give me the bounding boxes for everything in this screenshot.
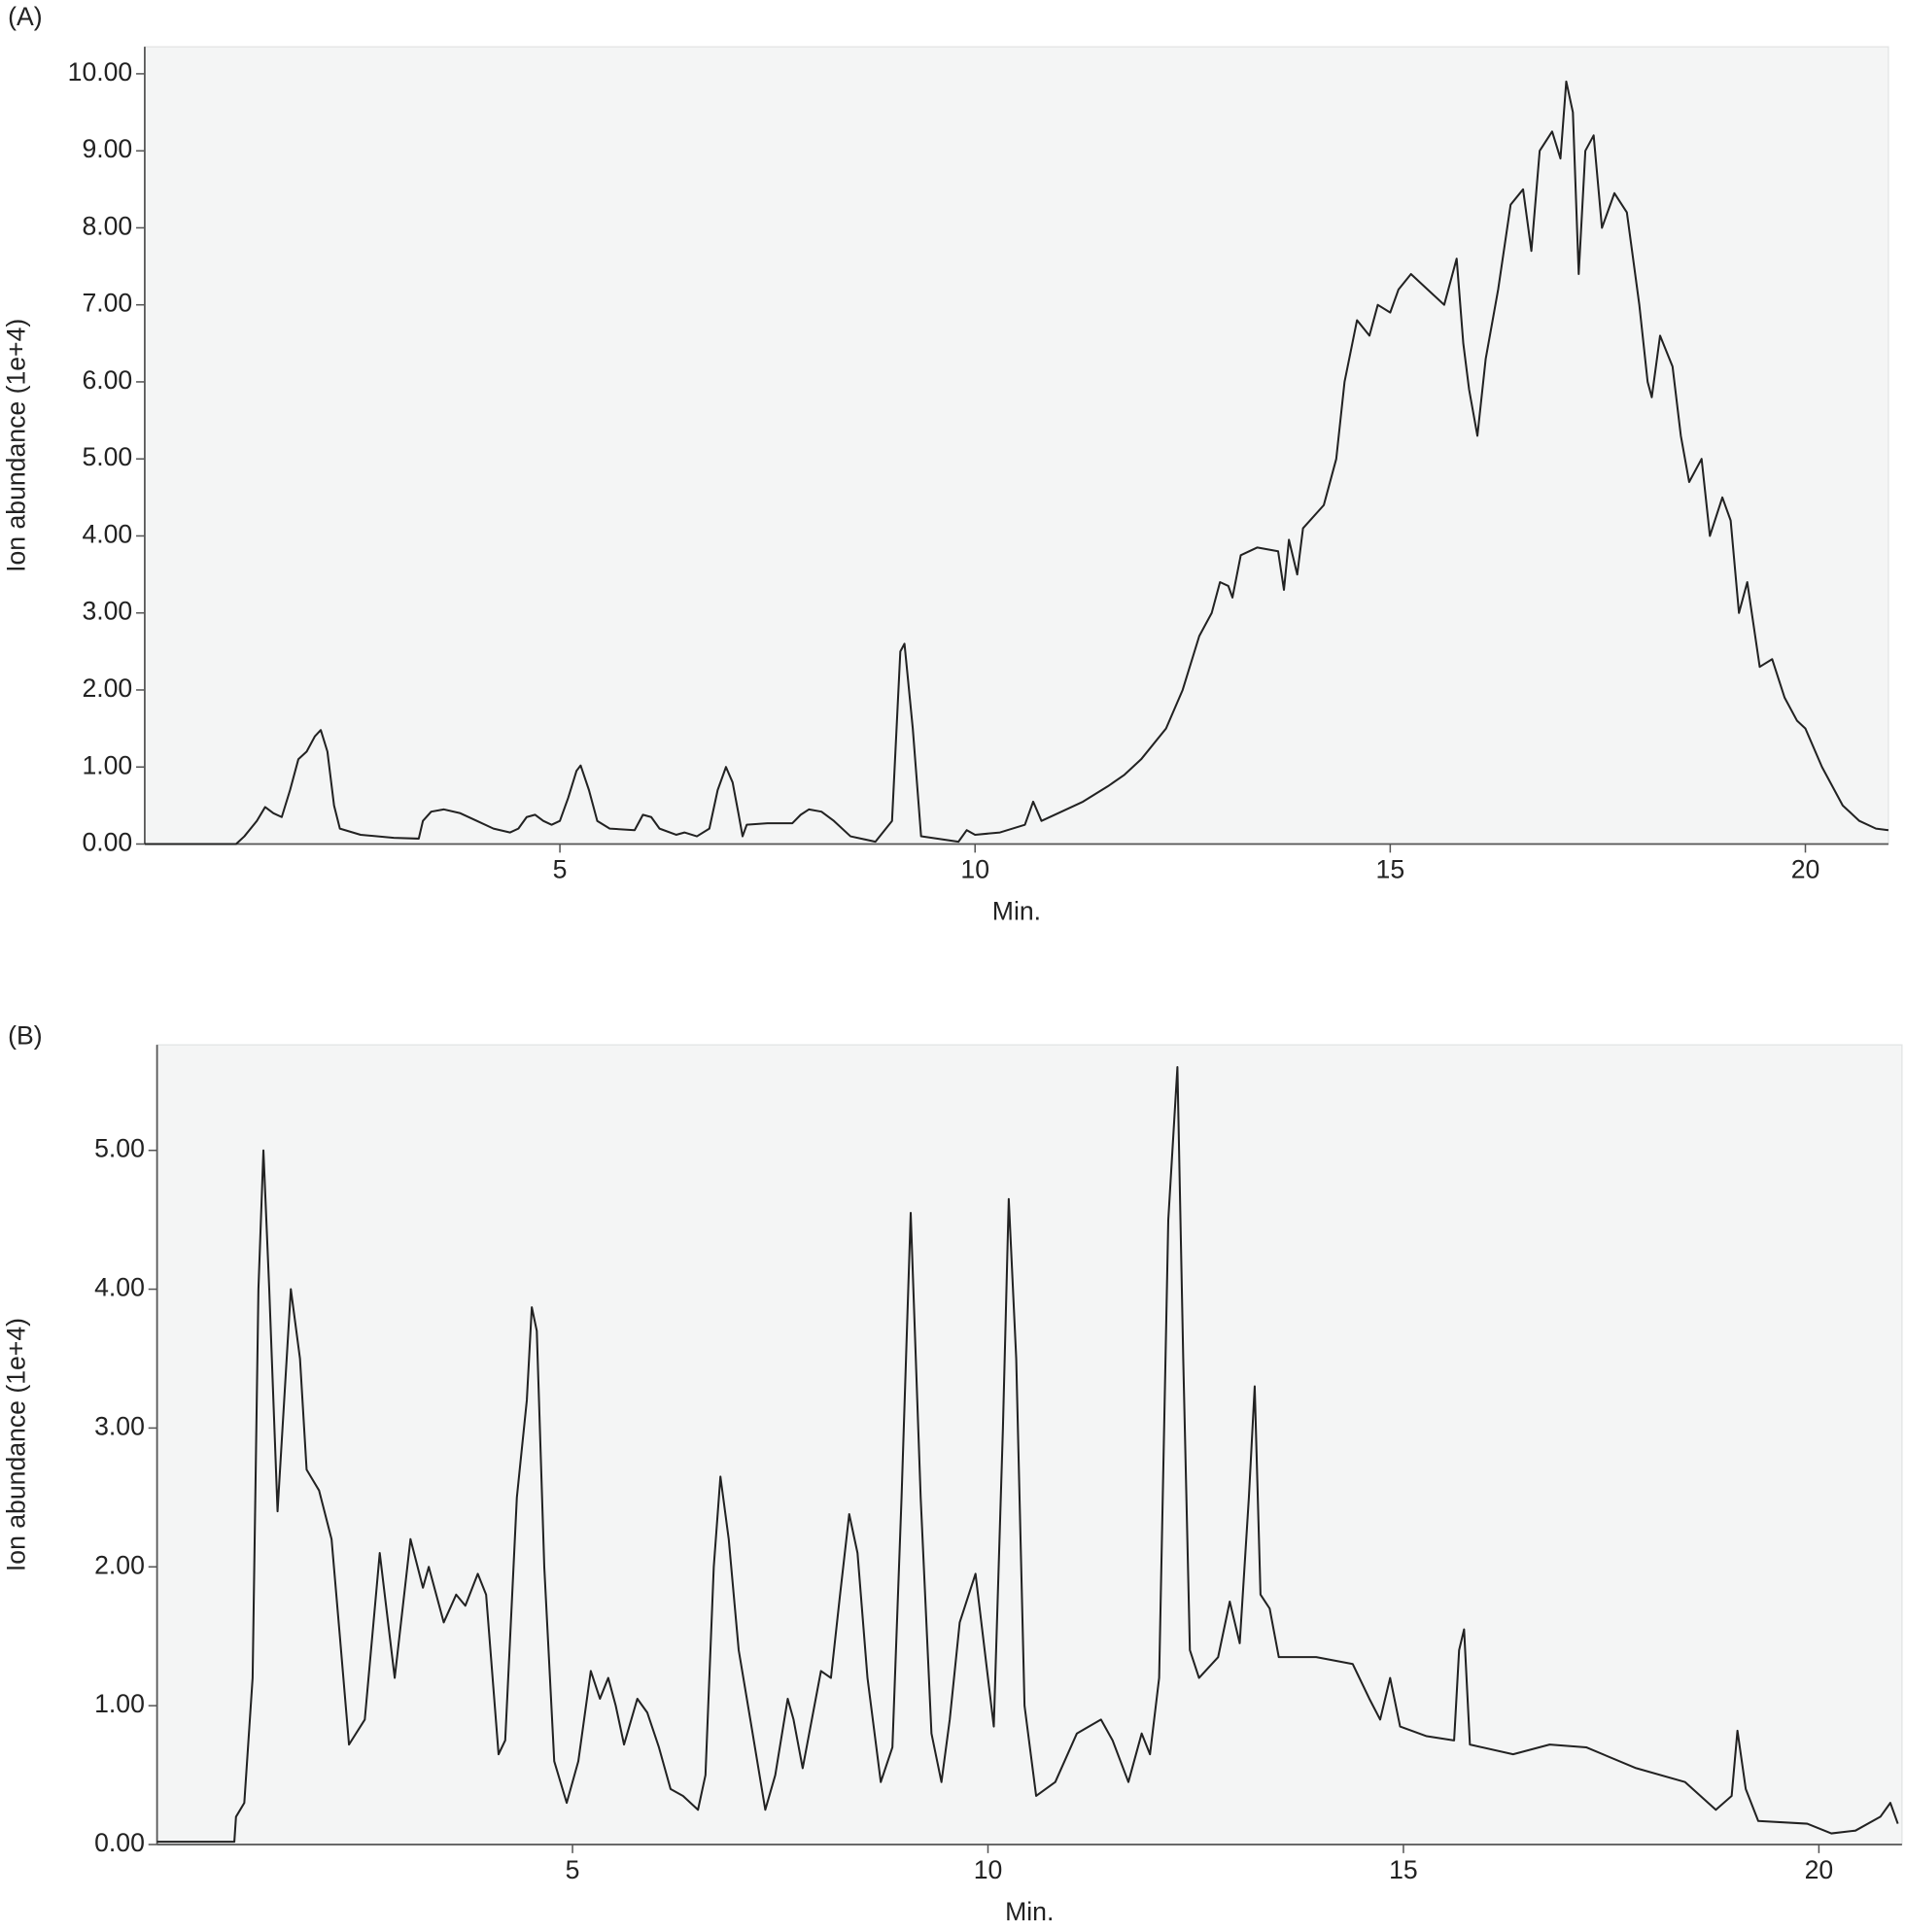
- chromatogram-trace: [156, 1065, 1899, 1844]
- y-tick-label: 8.00: [82, 211, 132, 240]
- x-tick-label: 5: [566, 1855, 580, 1884]
- y-tick-label: 9.00: [82, 134, 132, 163]
- x-tick-label: 15: [1389, 1855, 1418, 1884]
- x-tick-label: 10: [960, 854, 989, 883]
- y-tick-label: 5.00: [94, 1134, 145, 1163]
- y-tick-label: 6.00: [82, 365, 132, 395]
- x-tick-label: 15: [1376, 854, 1405, 883]
- y-tick-label: 10.00: [68, 57, 133, 86]
- x-axis-label: Min.: [992, 897, 1041, 926]
- y-tick-label: 0.00: [82, 828, 132, 857]
- y-axis-label: Ion abundance (1e+4): [1, 319, 30, 572]
- y-tick-label: 1.00: [82, 750, 132, 779]
- plot-area: [144, 46, 1889, 845]
- x-tick-label: 20: [1791, 854, 1820, 883]
- chromatogram-trace: [144, 80, 1889, 845]
- y-tick-label: 4.00: [94, 1273, 145, 1302]
- y-tick-label: 0.00: [94, 1828, 145, 1857]
- x-axis-label: Min.: [1005, 1897, 1054, 1926]
- y-tick-label: 3.00: [94, 1411, 145, 1440]
- y-tick-label: 1.00: [94, 1689, 145, 1718]
- panel-label: (A): [8, 2, 42, 31]
- y-tick-label: 2.00: [82, 673, 132, 703]
- x-tick-label: 10: [974, 1855, 1003, 1884]
- plot-area: [156, 1044, 1903, 1846]
- panel-label: (B): [8, 1021, 42, 1051]
- y-tick-label: 2.00: [94, 1550, 145, 1579]
- y-tick-label: 3.00: [82, 597, 132, 626]
- y-tick-label: 7.00: [82, 289, 132, 318]
- x-tick-label: 20: [1805, 1855, 1834, 1884]
- y-axis-label: Ion abundance (1e+4): [1, 1318, 30, 1571]
- y-tick-label: 5.00: [82, 442, 132, 471]
- x-tick-label: 5: [553, 854, 568, 883]
- y-tick-label: 4.00: [82, 519, 132, 548]
